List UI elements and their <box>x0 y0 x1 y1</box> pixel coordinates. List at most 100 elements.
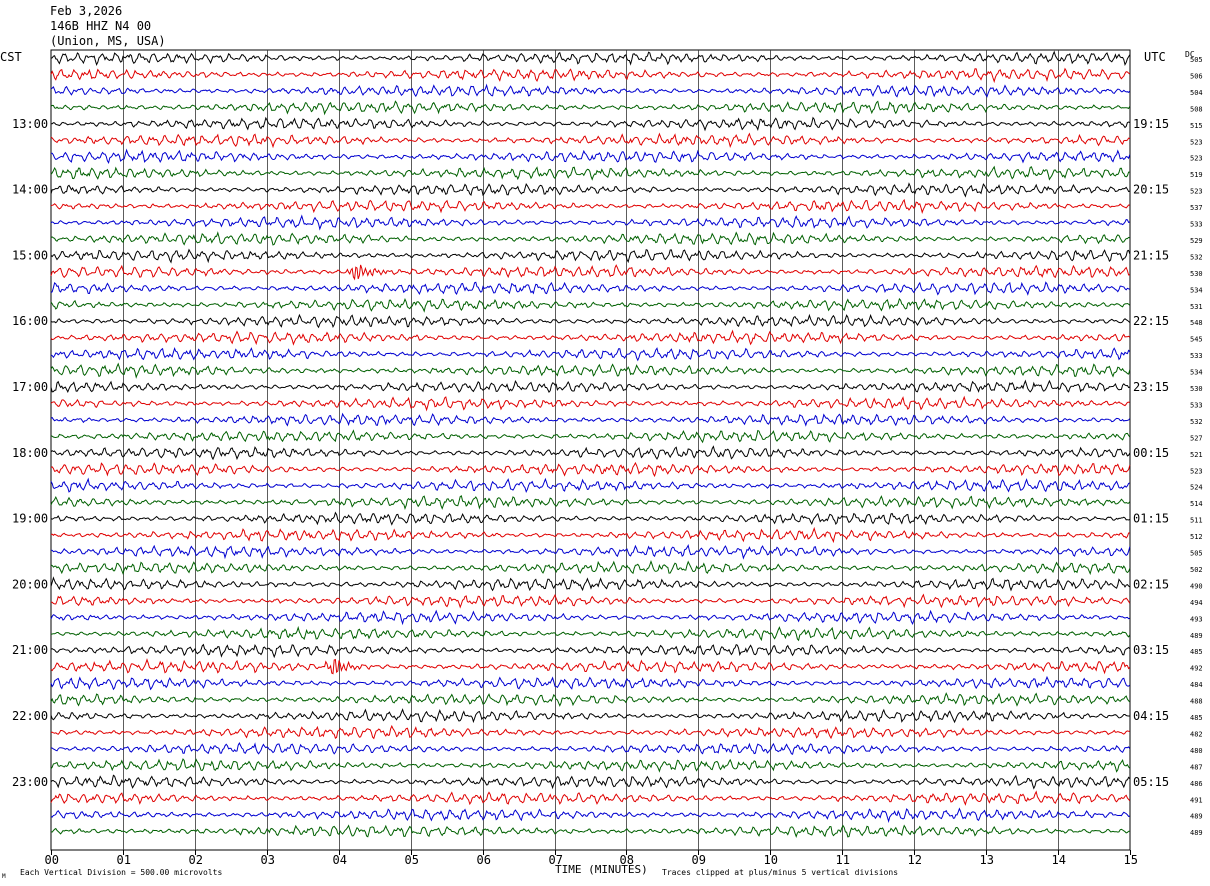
seismic-trace <box>50 658 1131 675</box>
x-tick-label: 13 <box>980 853 994 867</box>
cst-hour-label: 13:00 <box>12 117 48 131</box>
seismic-trace <box>50 559 1131 576</box>
dc-header-label: DC <box>1185 50 1195 59</box>
dc-offset-label: 529 <box>1190 237 1203 245</box>
seismic-trace <box>50 724 1130 740</box>
cst-hour-label: 14:00 <box>12 183 48 197</box>
x-tick-label: 05 <box>405 853 419 867</box>
seismic-trace <box>50 625 1131 642</box>
x-tick-label: 12 <box>908 853 922 867</box>
seismic-trace <box>50 182 1130 198</box>
dc-offset-label: 487 <box>1190 763 1203 771</box>
x-tick-label: 01 <box>117 853 131 867</box>
dc-offset-label: 533 <box>1190 221 1203 229</box>
left-timezone-label: CST <box>0 50 22 64</box>
dc-offset-label: 505 <box>1190 56 1203 64</box>
x-tick-label: 11 <box>836 853 850 867</box>
seismic-trace <box>50 362 1131 379</box>
seismic-trace <box>50 675 1131 691</box>
dc-offset-label: 523 <box>1190 155 1203 163</box>
dc-offset-label: 514 <box>1190 500 1203 508</box>
dc-offset-label: 486 <box>1190 780 1203 788</box>
seismic-trace <box>50 395 1130 412</box>
cst-hour-label: 16:00 <box>12 314 48 328</box>
cst-hour-label: 23:00 <box>12 775 48 789</box>
seismic-trace <box>50 790 1131 806</box>
dc-offset-label: 534 <box>1190 369 1203 377</box>
x-tick-label: 02 <box>189 853 203 867</box>
utc-hour-label: 00:15 <box>1133 446 1169 460</box>
scale-note: Each Vertical Division = 500.00 microvol… <box>20 868 222 877</box>
seismic-trace <box>50 576 1131 592</box>
dc-offset-label: 490 <box>1190 582 1203 590</box>
clip-note: Traces clipped at plus/minus 5 vertical … <box>662 868 898 877</box>
x-tick-label: 00 <box>45 853 59 867</box>
dc-offset-label: 524 <box>1190 484 1203 492</box>
x-tick-label: 08 <box>620 853 634 867</box>
dc-offset-label: 537 <box>1190 204 1203 212</box>
x-tick-label: 07 <box>549 853 563 867</box>
dc-offset-label: 491 <box>1190 796 1203 804</box>
seismic-trace <box>50 495 1131 510</box>
corner-mark: M <box>2 873 6 880</box>
plot-frame <box>50 49 1131 851</box>
dc-offset-label: 485 <box>1190 648 1203 656</box>
utc-hour-label: 02:15 <box>1133 577 1169 591</box>
left-time-labels: 13:00 14:00 15:00 16:00 17:00 18:00 19:00 20:00… <box>12 117 48 789</box>
seismic-trace <box>50 297 1131 313</box>
dc-offset-label: 489 <box>1190 813 1203 821</box>
right-timezone-label: UTC <box>1144 50 1166 64</box>
seismic-trace <box>50 708 1130 724</box>
seismic-trace <box>50 692 1131 707</box>
station-label: 146B HHZ N4 00 <box>50 19 152 33</box>
seismic-trace <box>50 511 1130 526</box>
x-tick-label: 04 <box>333 853 347 867</box>
dc-offset-label: 494 <box>1190 599 1203 607</box>
dc-offset-label: 531 <box>1190 303 1203 311</box>
dc-offset-label: 492 <box>1190 665 1203 673</box>
dc-offset-label: 534 <box>1190 286 1203 294</box>
utc-hour-label: 22:15 <box>1133 314 1169 328</box>
cst-hour-label: 18:00 <box>12 446 48 460</box>
x-tick-label: 10 <box>764 853 778 867</box>
seismic-trace <box>50 824 1130 839</box>
dc-offset-label: 485 <box>1190 714 1203 722</box>
seismic-trace <box>50 329 1131 346</box>
seismic-trace <box>50 83 1131 98</box>
x-tick-label: 06 <box>477 853 491 867</box>
seismic-trace <box>50 231 1130 246</box>
seismic-trace <box>50 758 1131 773</box>
cst-hour-label: 21:00 <box>12 643 48 657</box>
seismic-trace <box>50 526 1130 544</box>
seismic-trace <box>50 429 1131 444</box>
utc-hour-label: 04:15 <box>1133 709 1169 723</box>
dc-offset-label: 489 <box>1190 829 1203 837</box>
seismic-trace <box>50 198 1130 214</box>
dc-offset-label: 530 <box>1190 385 1203 393</box>
dc-offset-label: 530 <box>1190 270 1203 278</box>
utc-hour-label: 19:15 <box>1133 117 1169 131</box>
seismic-trace <box>51 593 1131 609</box>
seismic-trace <box>50 412 1131 427</box>
utc-hour-label: 05:15 <box>1133 775 1169 789</box>
dc-offset-label: 489 <box>1190 632 1203 640</box>
x-tick-label: 03 <box>261 853 275 867</box>
dc-offset-label: 533 <box>1190 401 1203 409</box>
dc-offset-label: 515 <box>1190 122 1203 130</box>
seismic-trace <box>50 379 1130 394</box>
dc-offset-label: 523 <box>1190 188 1203 196</box>
dc-offset-label: 532 <box>1190 253 1203 261</box>
dc-offset-label: 521 <box>1190 451 1203 459</box>
seismic-trace <box>50 347 1131 362</box>
seismic-trace <box>50 132 1130 149</box>
cst-hour-label: 22:00 <box>12 709 48 723</box>
dc-offset-label: 545 <box>1190 336 1203 344</box>
seismic-trace <box>50 313 1131 329</box>
seismic-trace <box>50 248 1131 264</box>
x-tick-label: 15 <box>1124 853 1138 867</box>
dc-offset-label: 505 <box>1190 550 1203 558</box>
date-label: Feb 3,2026 <box>50 4 123 18</box>
dc-offset-label: 482 <box>1190 730 1203 738</box>
dc-offset-label: 484 <box>1190 681 1203 689</box>
seismic-trace <box>50 774 1131 790</box>
